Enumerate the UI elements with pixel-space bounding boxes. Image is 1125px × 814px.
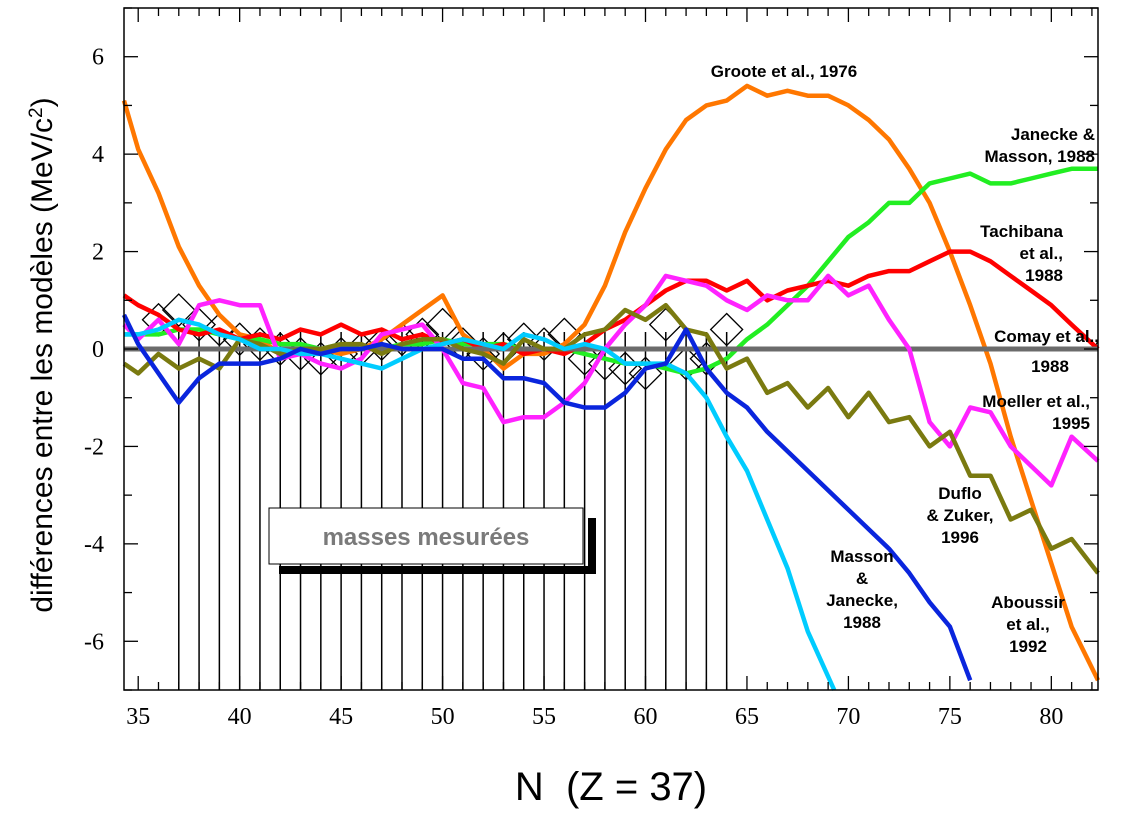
series-label: et al., (1020, 244, 1063, 263)
y-tick-label: 2 (92, 240, 104, 266)
y-axis-title-end: ) (26, 97, 59, 107)
measured-diamond (161, 293, 196, 327)
series-label: Tachibana (980, 222, 1063, 241)
x-tick-label: 45 (329, 704, 353, 730)
axis-ticks (124, 7, 1098, 691)
series-label: Duflo (938, 484, 981, 503)
series-label: 1996 (941, 528, 979, 547)
series-label: Moeller et al., (982, 392, 1090, 411)
tick-labels: 35 40 45 50 55 60 65 70 75 80 6 4 2 0 -2 -4 -6 (84, 45, 1063, 730)
x-tick-label: 40 (228, 704, 252, 730)
series-labels: Groote et al., 1976 Janecke & Masson, 1988… (711, 62, 1099, 656)
y-axis-title-sup: 2 (26, 107, 47, 118)
series-line (124, 317, 837, 691)
x-axis-title: N (Z = 37) (515, 765, 707, 809)
measured-diamond (669, 346, 703, 381)
box-shadow-bottom (279, 566, 596, 574)
series-line (124, 166, 1098, 376)
x-tick-label: 55 (532, 704, 556, 730)
y-tick-label: -4 (84, 532, 104, 558)
x-tick-label: 75 (938, 704, 962, 730)
x-tick-label: 50 (431, 704, 455, 730)
series-line (122, 273, 1100, 488)
measured-masses-label: masses mesurées (323, 524, 530, 551)
series-line (121, 313, 973, 682)
series-label: Masson (830, 547, 893, 566)
series-label: 1988 (843, 613, 881, 632)
x-tick-label: 80 (1039, 704, 1063, 730)
x-tick-label: 70 (836, 704, 860, 730)
y-tick-label: 0 (92, 337, 104, 363)
series-label: 1995 (1052, 414, 1090, 433)
series-label: Janecke, (826, 591, 898, 610)
x-tick-label: 60 (633, 704, 657, 730)
series-label: Aboussir (991, 593, 1065, 612)
y-tick-label: -2 (84, 434, 104, 460)
measured-diamond (364, 327, 399, 362)
x-tick-label: 65 (735, 704, 759, 730)
series-label: Comay et al., (994, 327, 1099, 346)
series-label: 1988 (1025, 266, 1063, 285)
y-tick-label: -6 (84, 629, 104, 655)
y-tick-label: 6 (92, 45, 104, 71)
series-line (121, 83, 1101, 682)
y-axis-title: différences entre les modèles (MeV/c2) (26, 97, 60, 612)
series-label: 1988 (1031, 357, 1069, 376)
series-label: Groote et al., 1976 (711, 62, 857, 81)
box-frame (268, 507, 584, 565)
series-label: Janecke & (1011, 125, 1095, 144)
series-label: Masson, 1988 (984, 147, 1095, 166)
series-lines (121, 83, 1101, 691)
y-tick-label: 4 (92, 142, 104, 168)
series-label: et al., (1006, 615, 1049, 634)
x-tick-label: 35 (126, 704, 150, 730)
series-label: & Zuker, (926, 506, 993, 525)
measured-diamond (709, 312, 744, 347)
series-label: 1992 (1009, 637, 1047, 656)
y-axis-title-main: différences entre les modèles (MeV/c (26, 118, 59, 613)
series-label: & (856, 569, 868, 588)
measured-masses-box: masses mesurées (268, 507, 596, 574)
measured-diamond (182, 307, 216, 342)
box-shadow-right (588, 518, 596, 566)
series-line (122, 302, 1100, 575)
